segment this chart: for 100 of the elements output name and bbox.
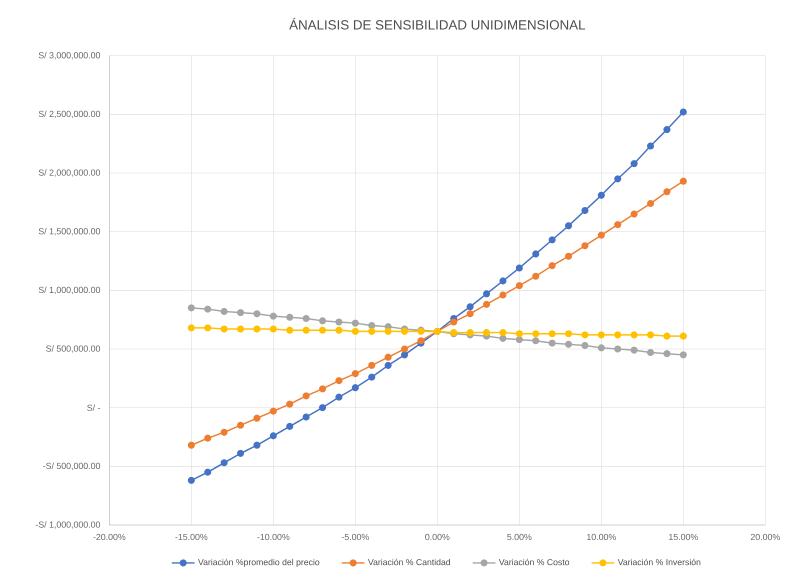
point [286, 422, 294, 430]
point [302, 314, 310, 322]
y-tick-label: -S/ 1,000,000.00 [36, 521, 100, 529]
point [499, 334, 506, 342]
point [335, 326, 342, 334]
point [253, 326, 260, 333]
point [220, 326, 228, 333]
point [286, 400, 294, 408]
x-tick-label: 20.00% [750, 534, 780, 540]
point [319, 385, 326, 392]
point [204, 434, 212, 442]
point [598, 192, 605, 199]
point [253, 414, 260, 422]
point [516, 282, 523, 290]
point [630, 346, 638, 354]
point [417, 337, 424, 344]
point [663, 350, 670, 358]
point [188, 442, 195, 449]
point [188, 324, 195, 332]
point [614, 175, 622, 182]
point [188, 476, 195, 484]
point [663, 188, 670, 196]
y-tick-label: S/ 2,500,000.00 [38, 110, 100, 118]
x-tick-label: 15.00% [669, 534, 698, 540]
point [680, 178, 687, 185]
point [450, 318, 458, 326]
point [188, 304, 195, 312]
x-tick-label: -5.00% [342, 534, 369, 540]
y-tick-label: S/ - [87, 404, 100, 411]
point [532, 250, 540, 258]
point [368, 374, 376, 381]
point [532, 330, 540, 338]
point [352, 384, 359, 392]
point [204, 324, 212, 332]
point [548, 236, 556, 244]
point [335, 318, 342, 326]
x-tick-label: 10.00% [587, 534, 616, 540]
point [401, 351, 408, 358]
point [565, 222, 572, 230]
point [499, 277, 506, 284]
point [352, 328, 359, 335]
point [646, 142, 654, 150]
point [565, 330, 572, 338]
point [237, 450, 244, 457]
point [565, 340, 572, 348]
point [516, 330, 523, 338]
point [614, 221, 622, 228]
point [516, 264, 523, 272]
y-tick-label: -S/ 500,000.00 [43, 462, 100, 470]
legend-label: Variación % Inversión [618, 558, 700, 566]
point [319, 404, 326, 412]
point [630, 160, 638, 168]
point [581, 242, 588, 250]
point [286, 326, 294, 334]
point [565, 252, 572, 260]
y-tick-label: S/ 500,000.00 [46, 345, 100, 353]
point [384, 354, 392, 361]
point [253, 442, 260, 449]
x-tick-label: -20.00% [93, 534, 126, 540]
point [384, 362, 392, 369]
point [237, 309, 244, 316]
point [270, 432, 277, 440]
point [630, 331, 638, 338]
point [368, 328, 376, 335]
point [532, 272, 540, 280]
point [335, 377, 342, 384]
point [220, 428, 228, 436]
point [483, 290, 490, 298]
point [483, 329, 490, 336]
y-tick-label: S/ 1,000,000.00 [38, 286, 100, 294]
point [598, 232, 605, 239]
point [680, 108, 687, 116]
point [548, 262, 556, 270]
point [335, 394, 342, 401]
point [302, 392, 310, 400]
point [614, 331, 622, 338]
y-tick-label: S/ 3,000,000.00 [38, 52, 100, 60]
point [286, 314, 294, 321]
x-tick-label: -15.00% [175, 534, 208, 540]
point [401, 345, 408, 353]
point [532, 337, 540, 344]
point [516, 336, 523, 344]
point [237, 422, 244, 429]
point [646, 200, 654, 208]
point [270, 326, 277, 333]
point [352, 370, 359, 378]
point [630, 210, 638, 218]
point [581, 207, 588, 214]
point [204, 468, 212, 476]
point [368, 362, 376, 369]
point [302, 326, 310, 334]
point [598, 344, 605, 352]
point [237, 326, 244, 333]
point [598, 331, 605, 338]
legend-label: Variación %promedio del precio [198, 558, 320, 567]
y-tick-label: S/ 1,500,000.00 [38, 228, 100, 236]
point [663, 126, 670, 134]
point [466, 310, 474, 318]
point [646, 331, 654, 338]
x-tick-label: -10.00% [257, 534, 290, 540]
